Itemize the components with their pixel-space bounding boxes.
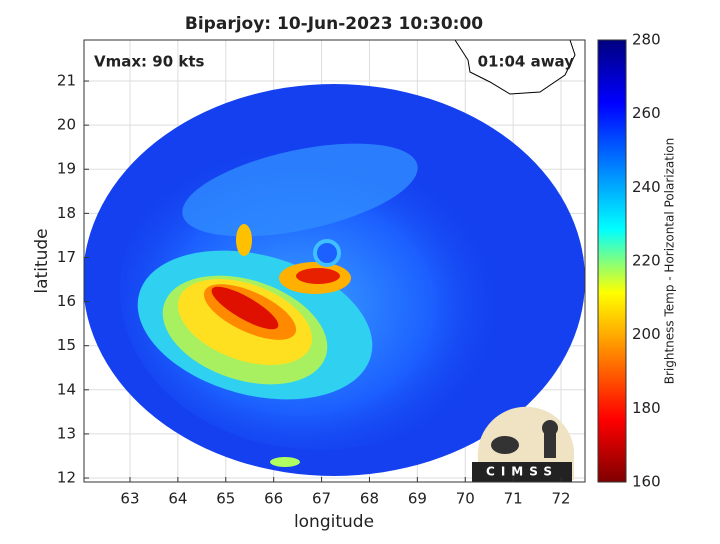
x-tick-label: 72 [552, 490, 571, 508]
logo-tower [544, 428, 556, 458]
y-tick-label: 21 [57, 72, 76, 90]
y-tick-label: 20 [57, 116, 76, 134]
axes: CIMSS Vmax: 90 kts 01:04 away [83, 39, 586, 483]
logo-dish [491, 436, 519, 454]
eyewall-core [296, 268, 340, 284]
x-tick-label: 69 [408, 490, 427, 508]
colorbar-tick-label: 260 [632, 104, 661, 122]
y-tick-label: 17 [57, 248, 76, 266]
ticks: 63 64 65 66 67 68 69 70 71 72 12 13 14 15 16 17 18 19 20 21… [57, 31, 661, 508]
y-tick-label: 13 [57, 424, 76, 442]
y-tick-label: 12 [57, 469, 76, 487]
x-tick-label: 67 [312, 490, 331, 508]
eye [313, 239, 341, 267]
cell [270, 457, 300, 467]
annotation: Vmax: 90 kts [94, 53, 204, 71]
x-tick-label: 63 [120, 490, 139, 508]
colorbar-tick-label: 280 [632, 31, 661, 49]
colorbar-tick-label: 180 [632, 399, 661, 417]
y-tick-label: 18 [57, 204, 76, 222]
logo-tank [542, 420, 558, 436]
logo-band [472, 462, 572, 482]
logo-text: CIMSS [486, 465, 558, 479]
colorbar [597, 39, 627, 483]
x-tick-label: 68 [360, 490, 379, 508]
x-tick-label: 71 [504, 490, 523, 508]
y-tick-label: 14 [57, 380, 76, 398]
x-tick-label: 65 [216, 490, 235, 508]
x-axis-label: longitude [294, 512, 374, 532]
colorbar-tick-label: 220 [632, 252, 661, 270]
red-region [211, 286, 279, 330]
coastline [454, 40, 576, 95]
x-tick-label: 64 [168, 490, 187, 508]
title: Biparjoy: 10-Jun-2023 10:30:00 [185, 14, 483, 34]
colorbar-tick-label: 160 [632, 473, 661, 491]
x-tick-label: 70 [456, 490, 475, 508]
y-axis-label: latitude [32, 228, 52, 293]
y-tick-label: 16 [57, 292, 76, 310]
colorbar-tick-label: 200 [632, 325, 661, 343]
rainband [182, 143, 418, 237]
colorbar-tick-label: 240 [632, 178, 661, 196]
logo: CIMSS [472, 406, 574, 482]
cell [236, 224, 252, 256]
axes-frame [83, 39, 586, 483]
swath [84, 40, 585, 476]
colorbar-label: Brightness Temp - Horizontal Polarizatio… [663, 138, 677, 385]
annotation: 01:04 away [478, 53, 575, 71]
y-tick-label: 19 [57, 160, 76, 178]
x-tick-label: 66 [264, 490, 283, 508]
y-tick-label: 15 [57, 336, 76, 354]
